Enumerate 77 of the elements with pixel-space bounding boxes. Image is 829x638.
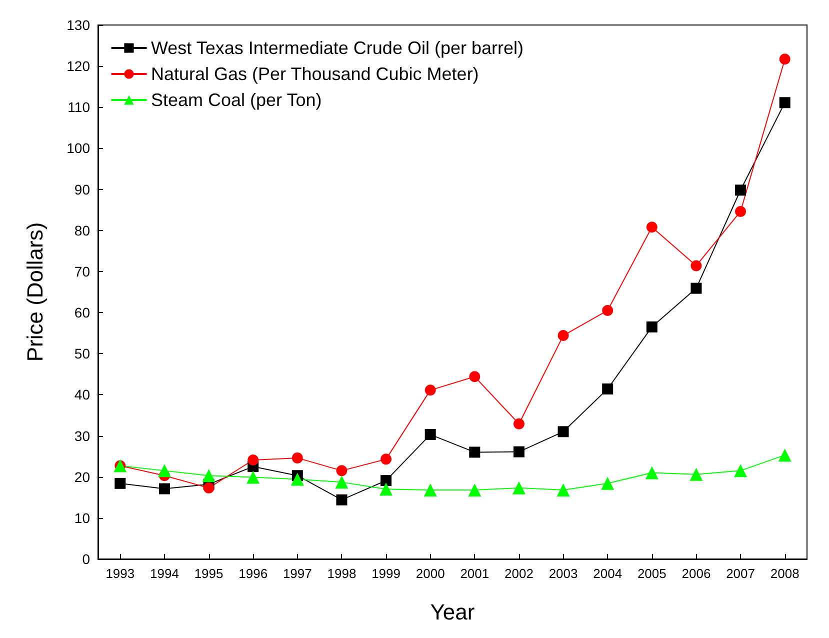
point <box>645 466 658 480</box>
y-axis-title: Price (Dollars) <box>22 222 48 362</box>
point <box>468 483 482 496</box>
point <box>469 446 480 458</box>
x-tick-label: 2003 <box>548 566 578 581</box>
x-tick-label: 1993 <box>106 566 135 581</box>
x-tick-label: 1999 <box>372 566 400 581</box>
point <box>690 282 702 294</box>
point <box>513 418 524 430</box>
y-tick-label: 70 <box>74 263 90 280</box>
point <box>469 371 480 382</box>
x-tick-label: 2008 <box>770 566 800 581</box>
point <box>203 482 214 494</box>
y-tick-label: 20 <box>74 468 90 485</box>
point <box>690 468 703 481</box>
x-tick-label: 2007 <box>726 566 755 581</box>
point <box>646 321 658 332</box>
x-tick-label: 1994 <box>150 566 179 581</box>
y-tick-label: 80 <box>74 222 90 238</box>
y-tick-label: 100 <box>66 140 90 156</box>
point <box>336 465 348 476</box>
point <box>778 448 792 462</box>
point <box>380 454 392 465</box>
point <box>158 483 170 494</box>
x-tick-label: 1997 <box>282 566 312 581</box>
point <box>246 470 260 484</box>
point <box>292 452 303 464</box>
x-tick-label: 1995 <box>194 566 224 581</box>
y-tick-label: 10 <box>74 510 90 526</box>
y-tick-label: 50 <box>74 346 90 362</box>
x-tick-label: 1998 <box>327 566 356 581</box>
point <box>336 494 348 506</box>
point <box>779 54 790 65</box>
point <box>380 482 393 496</box>
point <box>424 429 436 440</box>
x-tick-label: 2001 <box>460 566 490 581</box>
x-tick-label: 1996 <box>238 566 268 581</box>
y-tick-label: 90 <box>74 181 90 198</box>
point <box>202 469 216 482</box>
point <box>601 476 614 490</box>
point <box>158 464 171 478</box>
y-tick-label: 60 <box>74 304 90 321</box>
point <box>558 330 569 342</box>
y-tick-label: 0 <box>82 551 90 567</box>
point <box>556 483 570 496</box>
x-tick-label: 2005 <box>637 566 666 581</box>
point <box>335 476 348 489</box>
x-axis-title: Year <box>430 600 475 624</box>
x-tick-label: 2000 <box>416 566 445 581</box>
y-tick-label: 120 <box>66 58 90 74</box>
x-tick-label: 2006 <box>682 566 711 581</box>
x-tick-label: 2004 <box>593 566 622 581</box>
y-tick-label: 110 <box>68 99 90 116</box>
point <box>512 481 526 494</box>
legend-label: Natural Gas (Per Thousand Cubic Meter) <box>151 64 479 84</box>
point <box>558 426 569 438</box>
point <box>735 184 746 196</box>
point <box>735 206 746 217</box>
point <box>248 454 259 466</box>
y-tick-label: 30 <box>74 428 90 444</box>
point <box>380 475 392 486</box>
point <box>602 304 614 316</box>
point <box>734 464 748 478</box>
legend-label: West Texas Intermediate Crude Oil (per barrel) <box>151 38 524 58</box>
point <box>290 472 304 486</box>
point <box>646 222 658 233</box>
point <box>424 483 437 496</box>
point <box>690 260 702 272</box>
point <box>424 384 436 396</box>
point <box>114 478 126 489</box>
legend-label: Steam Coal (per Ton) <box>151 90 322 110</box>
y-tick-label: 130 <box>66 17 90 33</box>
point <box>779 97 790 108</box>
point <box>602 383 614 394</box>
point <box>513 446 524 458</box>
y-tick-label: 40 <box>74 386 90 403</box>
x-tick-label: 2002 <box>504 566 534 581</box>
